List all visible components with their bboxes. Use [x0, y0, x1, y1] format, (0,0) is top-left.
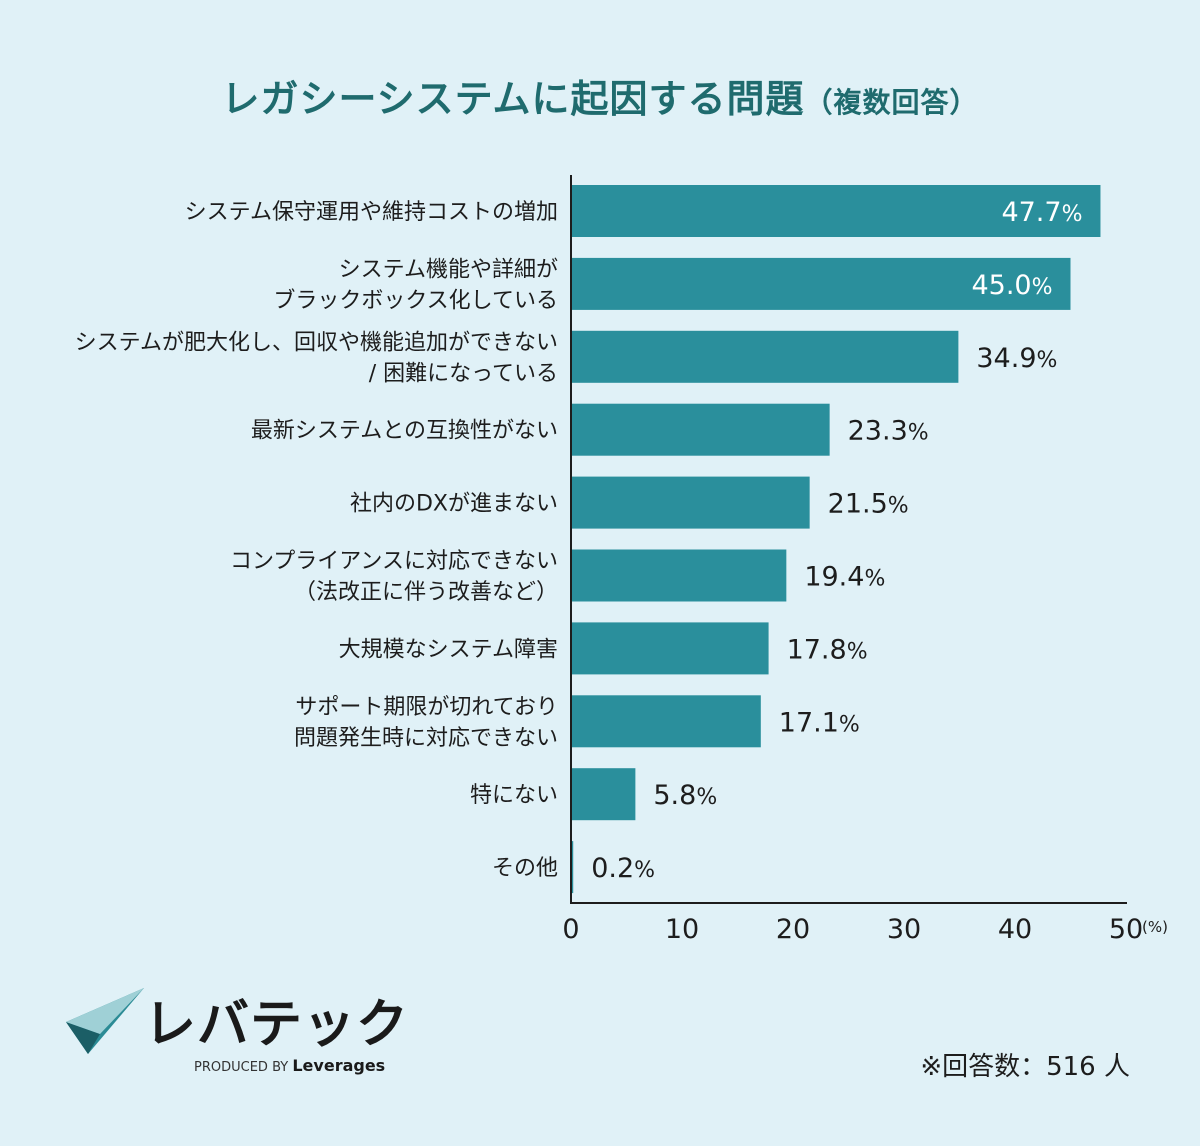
value-label-1: 45.0%: [971, 270, 1052, 301]
x-tick-label-5: 50: [1109, 914, 1143, 945]
value-label-3: 23.3%: [848, 416, 929, 447]
bar-1: [571, 257, 1071, 310]
chart-title-sub: （複数回答）: [804, 86, 979, 119]
x-unit-label: (%): [1142, 918, 1168, 936]
bar-4: [571, 476, 810, 529]
value-label-9: 0.2%: [591, 853, 655, 884]
chart-title: レガシーシステムに起因する問題（複数回答）: [0, 68, 1200, 123]
bar-9: [571, 841, 574, 894]
category-label-4-0: 社内のDXが進まない: [350, 492, 558, 517]
category-label-1-1: ブラックボックス化している: [273, 288, 558, 313]
levtech-logo-mark-icon: [66, 988, 144, 1054]
category-label-3-0: 最新システムとの互換性がない: [251, 419, 558, 444]
value-label-4: 21.5%: [828, 489, 909, 520]
bar-0: [571, 185, 1101, 237]
bar-2: [571, 330, 959, 383]
category-label-2-0: システムが肥大化し、回収や機能追加ができない: [75, 330, 558, 355]
chart-title-main: レガシーシステムに起因する問題: [221, 77, 805, 121]
x-tick-label-0: 0: [562, 914, 579, 945]
logo-produced-by-text: PRODUCED BY: [194, 1060, 289, 1075]
category-label-5-1: （法改正に伴う改善など）: [294, 580, 558, 605]
bar-chart: システム保守運用や維持コストの増加 47.7% システム機能や詳細がブラックボックス…: [75, 175, 1168, 945]
category-label-1-0: システム機能や詳細が: [339, 257, 558, 282]
bar-5: [571, 549, 787, 602]
category-label-8-0: 特にない: [470, 783, 558, 808]
bar-3: [571, 403, 830, 456]
bar-8: [571, 768, 636, 821]
value-label-0: 47.7%: [1001, 197, 1082, 228]
respondent-count: ※回答数：516 人: [920, 1052, 1130, 1082]
bar-6: [571, 622, 769, 675]
category-label-6-0: 大規模なシステム障害: [339, 637, 558, 662]
category-label-2-1: / 困難になっている: [369, 361, 558, 386]
category-label-7-1: 問題発生時に対応できない: [294, 726, 558, 751]
x-tick-label-3: 30: [887, 914, 921, 945]
value-label-6: 17.8%: [787, 634, 868, 665]
logo-wordmark: レバテック: [144, 995, 410, 1055]
category-label-9-0: その他: [492, 856, 558, 881]
category-label-0-0: システム保守運用や維持コストの増加: [185, 200, 558, 225]
x-tick-label-4: 40: [998, 914, 1032, 945]
x-tick-label-1: 10: [665, 914, 699, 945]
x-tick-label-2: 20: [776, 914, 810, 945]
category-label-5-0: コンプライアンスに対応できない: [230, 549, 558, 574]
logo-brand: Leverages: [292, 1056, 386, 1075]
value-label-2: 34.9%: [976, 343, 1057, 374]
logo-produced-by: PRODUCED BY Leverages: [194, 1056, 385, 1075]
value-label-5: 19.4%: [804, 562, 885, 593]
value-label-8: 5.8%: [653, 780, 717, 811]
bar-7: [571, 695, 761, 748]
levtech-logo: レバテック PRODUCED BY Leverages: [66, 988, 408, 1078]
value-label-7: 17.1%: [779, 707, 860, 738]
category-label-7-0: サポート期限が切れており: [295, 695, 558, 720]
